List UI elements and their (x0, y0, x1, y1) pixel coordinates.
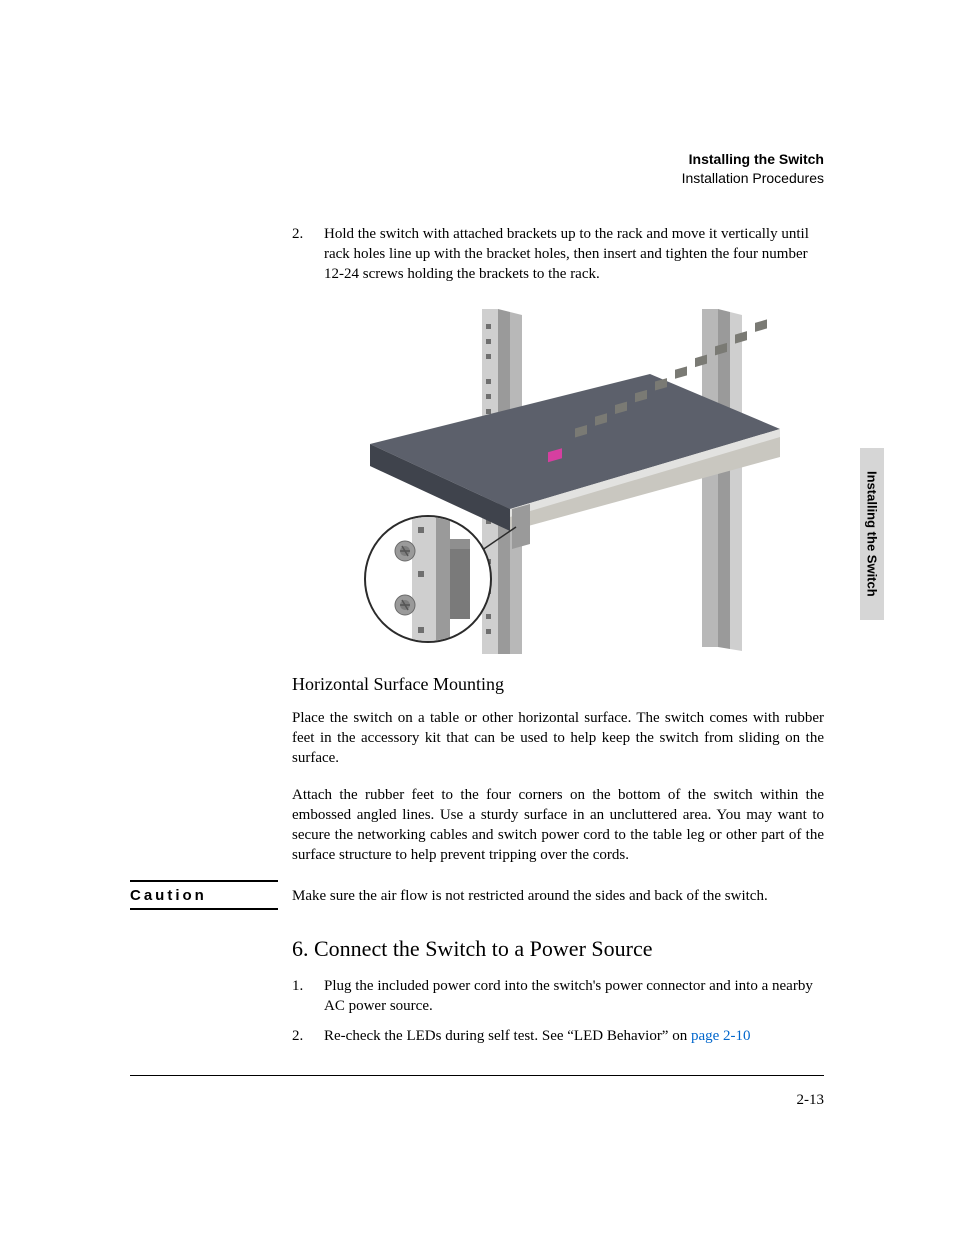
running-header: Installing the Switch Installation Proce… (130, 150, 824, 188)
power-step-1-number: 1. (292, 976, 303, 996)
header-title: Installing the Switch (130, 150, 824, 169)
step-2: 2. Hold the switch with attached bracket… (292, 224, 824, 285)
caution-rule-top (130, 880, 278, 882)
page-link[interactable]: page 2-10 (691, 1028, 751, 1044)
step-2-text: Hold the switch with attached brackets u… (324, 226, 809, 283)
caution-text: Make sure the air flow is not restricted… (292, 886, 824, 906)
power-step-2-number: 2. (292, 1026, 303, 1046)
power-step-2-prefix: Re-check the LEDs during self test. See … (324, 1028, 691, 1044)
header-subtitle: Installation Procedures (130, 169, 824, 188)
caution-label: Caution (130, 886, 207, 906)
power-step-2: 2. Re-check the LEDs during self test. S… (292, 1026, 824, 1046)
main-content: 2. Hold the switch with attached bracket… (292, 224, 824, 1046)
power-step-2-text: Re-check the LEDs during self test. See … (324, 1028, 751, 1044)
caution-block: Caution Make sure the air flow is not re… (292, 886, 824, 906)
rack-mount-steps: 2. Hold the switch with attached bracket… (292, 224, 824, 285)
page-number: 2-13 (797, 1092, 825, 1109)
horizontal-mounting-heading: Horizontal Surface Mounting (292, 672, 824, 696)
horizontal-mounting-p1: Place the switch on a table or other hor… (292, 708, 824, 769)
caution-rule-bottom (130, 908, 278, 910)
power-steps: 1. Plug the included power cord into the… (292, 976, 824, 1047)
side-tab-label: Installing the Switch (865, 471, 880, 597)
power-step-1: 1. Plug the included power cord into the… (292, 976, 824, 1017)
step-2-number: 2. (292, 224, 303, 244)
power-step-1-text: Plug the included power cord into the sw… (324, 978, 813, 1014)
rack-mount-figure (350, 309, 790, 654)
footer-rule (130, 1075, 824, 1076)
page-content-area: Installing the Switch Installation Proce… (130, 150, 824, 1056)
side-tab: Installing the Switch (860, 448, 884, 620)
section-6-heading: 6. Connect the Switch to a Power Source (292, 934, 824, 964)
rack-mount-svg (350, 309, 790, 654)
horizontal-mounting-p2: Attach the rubber feet to the four corne… (292, 785, 824, 866)
